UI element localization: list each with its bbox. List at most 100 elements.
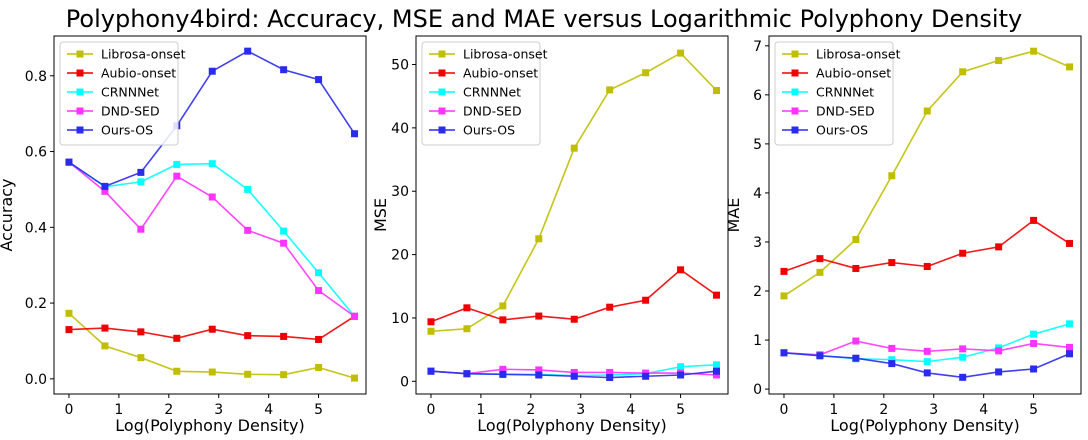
data-point (351, 312, 359, 320)
data-point (315, 269, 323, 277)
plot-frame (53, 35, 367, 395)
data-point (173, 172, 181, 180)
data-point (351, 374, 359, 382)
legend-marker (76, 88, 84, 96)
data-point (137, 225, 145, 233)
y-tick-label: 10 (391, 311, 409, 327)
data-point (244, 370, 252, 378)
series-ours-os (65, 47, 359, 190)
series-ours-os (427, 367, 721, 382)
series-librosa-onset (65, 309, 359, 382)
legend-marker (791, 50, 799, 58)
data-point (535, 235, 543, 243)
data-point (852, 264, 860, 272)
data-point (959, 353, 967, 361)
legend-label: Ours-OS (816, 123, 868, 138)
y-tick-label: 2 (753, 284, 762, 300)
series-crnnnet (65, 158, 359, 320)
data-point (65, 309, 73, 317)
data-point (606, 374, 614, 382)
data-point (499, 365, 507, 373)
data-point (677, 363, 685, 371)
x-tick-label: 5 (676, 402, 685, 418)
legend-item: Aubio-onset (429, 66, 538, 81)
x-axis-label: Log(Polyphony Density) (115, 416, 304, 435)
data-point (888, 259, 896, 267)
data-point (137, 178, 145, 186)
series-line (430, 268, 717, 323)
data-point (315, 335, 323, 343)
x-axis-label: Log(Polyphony Density) (830, 416, 1019, 435)
data-point (713, 367, 721, 375)
data-point (606, 368, 614, 376)
legend-marker (791, 107, 799, 115)
legend-item: Librosa-onset (67, 47, 186, 62)
data-point (244, 185, 252, 193)
x-tick-label: 1 (829, 402, 838, 418)
data-point (499, 302, 507, 310)
legend-item: CRNNNet (429, 85, 521, 100)
data-point (535, 371, 543, 379)
data-point (852, 354, 860, 362)
legend: Librosa-onset Aubio-onset CRNNNet DND-SED Ou… (774, 41, 901, 146)
data-point (1030, 365, 1038, 373)
data-point (1030, 330, 1038, 338)
data-point (995, 368, 1003, 376)
data-point (499, 316, 507, 324)
x-tick-label: 5 (1029, 402, 1038, 418)
y-tick-label: 0.2 (25, 296, 47, 312)
charts-container: 0 1 2 3 4 5 0.0 0.2 0.4 0.6 0.8 Log(Polyphony Densi… (0, 35, 1082, 435)
legend-item: Ours-OS (782, 123, 868, 138)
x-axis-label: Log(Polyphony Density) (477, 416, 666, 435)
y-tick-label: 0.4 (25, 220, 47, 236)
legend-label: Aubio-onset (463, 66, 538, 81)
y-tick-label: 20 (391, 248, 409, 264)
data-point (280, 66, 288, 74)
data-point (101, 342, 109, 350)
legend-marker (791, 69, 799, 77)
data-point (137, 354, 145, 362)
legend-marker (438, 88, 446, 96)
data-point (101, 187, 109, 195)
data-point (208, 160, 216, 168)
data-point (959, 249, 967, 257)
legend-label: Aubio-onset (101, 66, 176, 81)
x-tick-label: 2 (879, 402, 888, 418)
legend-marker (791, 126, 799, 134)
y-axis-label: MSE (371, 198, 390, 232)
y-axis-label: Accuracy (0, 178, 16, 251)
legend-item: Librosa-onset (782, 47, 901, 62)
data-point (244, 332, 252, 340)
y-tick-label: 0.8 (25, 69, 47, 85)
series-aubio-onset (65, 312, 359, 343)
data-point (677, 371, 685, 379)
data-point (995, 347, 1003, 355)
data-point (1030, 47, 1038, 55)
y-tick-label: 0 (400, 374, 409, 390)
legend-label: Aubio-onset (816, 66, 891, 81)
x-tick-label: 4 (264, 402, 273, 418)
data-point (137, 168, 145, 176)
data-point (1066, 343, 1074, 351)
legend-marker (438, 50, 446, 58)
x-tick-label: 2 (164, 402, 173, 418)
data-point (959, 68, 967, 76)
data-point (280, 227, 288, 235)
x-tick-label: 1 (114, 402, 123, 418)
data-point (65, 158, 73, 166)
data-point (463, 370, 471, 378)
legend-label: Librosa-onset (463, 47, 548, 62)
legend-marker (438, 107, 446, 115)
data-point (208, 325, 216, 333)
data-point (499, 370, 507, 378)
x-tick-label: 0 (65, 402, 74, 418)
data-point (173, 160, 181, 168)
chart-accuracy: 0 1 2 3 4 5 0.0 0.2 0.4 0.6 0.8 Log(Polyphony Densi… (0, 35, 367, 435)
legend-item: CRNNNet (782, 85, 874, 100)
data-point (427, 327, 435, 335)
series-aubio-onset (427, 266, 721, 326)
legend-label: Librosa-onset (101, 47, 186, 62)
data-point (677, 49, 685, 57)
x-tick-label: 3 (214, 402, 223, 418)
